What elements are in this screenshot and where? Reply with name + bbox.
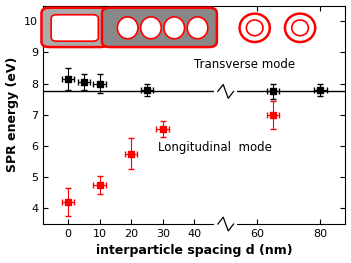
Ellipse shape bbox=[285, 14, 315, 42]
Ellipse shape bbox=[292, 20, 309, 36]
FancyBboxPatch shape bbox=[51, 15, 98, 41]
Ellipse shape bbox=[187, 17, 208, 39]
Ellipse shape bbox=[117, 17, 138, 39]
Text: Longitudinal  mode: Longitudinal mode bbox=[158, 141, 272, 154]
Y-axis label: SPR energy (eV): SPR energy (eV) bbox=[6, 57, 19, 173]
FancyBboxPatch shape bbox=[102, 8, 217, 47]
Ellipse shape bbox=[240, 14, 270, 42]
Ellipse shape bbox=[246, 20, 263, 36]
Ellipse shape bbox=[141, 17, 161, 39]
Ellipse shape bbox=[164, 17, 185, 39]
X-axis label: interparticle spacing d (nm): interparticle spacing d (nm) bbox=[96, 244, 292, 257]
Text: Transverse mode: Transverse mode bbox=[194, 58, 295, 71]
FancyBboxPatch shape bbox=[41, 8, 108, 47]
